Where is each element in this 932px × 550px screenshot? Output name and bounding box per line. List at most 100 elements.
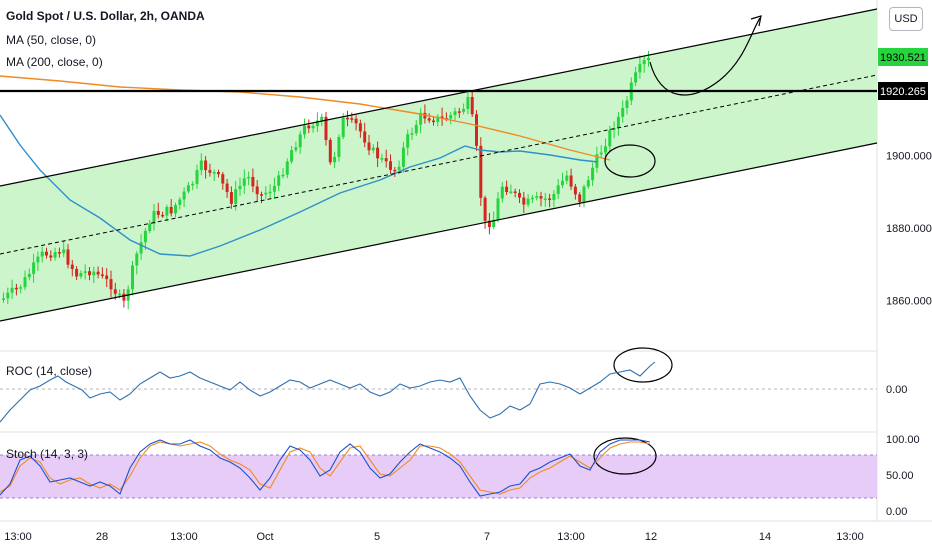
- candle-body: [272, 185, 276, 192]
- candle-body: [565, 175, 569, 181]
- candle-body: [354, 118, 358, 124]
- channel-upper-line[interactable]: [0, 8, 878, 187]
- candle-body: [466, 97, 470, 109]
- candle-body: [62, 249, 66, 254]
- candle-body: [169, 206, 173, 214]
- candle-body: [522, 197, 526, 205]
- candle-body: [625, 100, 629, 108]
- time-tick-label: 13:00: [4, 531, 32, 543]
- time-tick-label: 5: [374, 531, 380, 543]
- time-tick-label: 28: [96, 531, 108, 543]
- candle-body: [393, 169, 397, 172]
- time-tick-label: 13:00: [170, 531, 198, 543]
- channel-middle-line[interactable]: [0, 74, 878, 255]
- candle-body: [281, 174, 285, 177]
- candles-group: [2, 50, 650, 310]
- candle-body: [53, 252, 57, 258]
- candle-body: [96, 271, 100, 275]
- roc-line: [0, 361, 656, 423]
- channel-lower-line[interactable]: [0, 142, 878, 322]
- candle-body: [578, 194, 582, 203]
- time-tick-label: 13:00: [836, 531, 864, 543]
- time-tick-label: Oct: [256, 531, 273, 543]
- candle-body: [509, 191, 513, 194]
- price-tick-label: 1900.000: [886, 151, 932, 163]
- candle-body: [277, 175, 281, 186]
- ma50-line: [0, 114, 599, 257]
- candle-body: [178, 199, 182, 205]
- candle-body: [10, 287, 14, 293]
- candle-body: [229, 192, 233, 204]
- ma200-legend[interactable]: MA (200, close, 0): [6, 55, 103, 69]
- candle-body: [70, 264, 74, 270]
- candle-body: [561, 180, 564, 186]
- candle-body: [161, 214, 165, 217]
- ma-cross-circle[interactable]: [604, 144, 656, 178]
- candle-body: [346, 117, 349, 120]
- candle-body: [298, 134, 302, 148]
- time-tick-label: 14: [759, 531, 771, 543]
- roc-tick-label: 0.00: [886, 384, 907, 396]
- candle-body: [294, 147, 298, 151]
- candle-body: [376, 147, 380, 159]
- candle-body: [419, 112, 423, 125]
- candle-body: [221, 174, 225, 184]
- candle-body: [341, 117, 345, 138]
- candle-body: [324, 116, 328, 141]
- candle-body: [475, 114, 478, 146]
- candle-body: [139, 242, 143, 254]
- candle-body: [616, 116, 620, 129]
- time-axis[interactable]: 13:00 28 13:00 Oct 5 7 13:00 12 14 13:00: [4, 531, 864, 543]
- projection-arrow[interactable]: [649, 17, 761, 96]
- candle-body: [320, 116, 324, 121]
- price-tick-label: 1860.000: [886, 295, 932, 307]
- candle-body: [118, 293, 122, 296]
- candle-body: [492, 219, 496, 227]
- candle-body: [290, 150, 294, 162]
- candle-body: [333, 156, 337, 163]
- price-axis[interactable]: 1860.000 1880.000 1900.000: [886, 151, 932, 308]
- candle-body: [363, 131, 367, 143]
- candle-body: [152, 210, 156, 224]
- currency-button[interactable]: USD: [889, 7, 923, 31]
- candle-body: [608, 129, 612, 147]
- candle-body: [569, 175, 573, 187]
- roc-legend[interactable]: ROC (14, close): [6, 364, 93, 378]
- roc-circle[interactable]: [613, 347, 673, 383]
- time-tick-label: 12: [645, 531, 657, 543]
- candle-body: [530, 197, 534, 200]
- candle-body: [539, 196, 543, 199]
- stoch-tick-0: 0.00: [886, 506, 907, 518]
- candle-body: [328, 140, 332, 163]
- candle-body: [40, 251, 44, 257]
- candle-body: [66, 249, 70, 265]
- candle-body: [251, 176, 255, 187]
- candle-body: [307, 125, 311, 129]
- candle-body: [384, 158, 388, 162]
- candle-body: [217, 172, 220, 175]
- candle-body: [79, 273, 83, 277]
- candle-body: [234, 189, 238, 204]
- candle-body: [285, 161, 289, 175]
- candle-body: [389, 161, 392, 170]
- candle-body: [255, 186, 259, 195]
- candle-body: [440, 116, 444, 119]
- candle-body: [238, 185, 242, 190]
- stoch-legend[interactable]: Stoch (14, 3, 3): [6, 447, 89, 461]
- candle-body: [247, 176, 251, 179]
- candle-body: [135, 253, 139, 266]
- candle-body: [397, 166, 401, 171]
- candle-body: [573, 186, 577, 195]
- candle-body: [268, 191, 272, 194]
- candle-body: [105, 275, 109, 280]
- candle-body: [88, 271, 91, 276]
- ma50-legend[interactable]: MA (50, close, 0): [6, 33, 97, 47]
- candle-body: [518, 193, 521, 198]
- candle-body: [174, 204, 177, 214]
- candle-body: [586, 180, 590, 187]
- candle-body: [487, 220, 491, 227]
- stoch-circle[interactable]: [593, 437, 657, 475]
- candle-body: [513, 191, 517, 194]
- candle-body: [582, 186, 586, 203]
